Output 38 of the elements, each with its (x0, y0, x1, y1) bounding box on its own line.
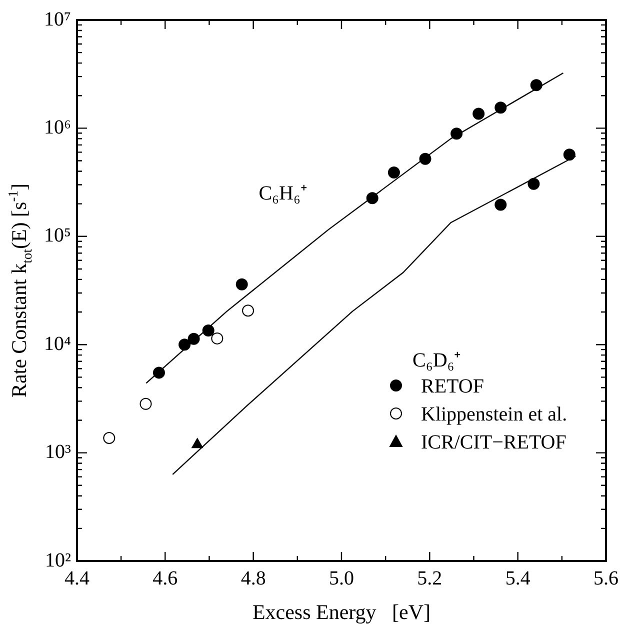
point (494, 102, 507, 114)
legend-label: RETOF (421, 376, 484, 398)
x-tick-label: 4.6 (152, 567, 178, 590)
point (388, 166, 400, 178)
y-tick-label: 10⁶ (44, 116, 71, 138)
point (366, 192, 378, 204)
point (152, 366, 165, 379)
point (528, 178, 540, 190)
point (242, 304, 254, 317)
point (188, 332, 200, 345)
point (450, 128, 463, 140)
x-tick-label: 5.2 (417, 567, 442, 590)
y-tick-label: 10⁴ (44, 332, 71, 355)
x-tick-label: 4.8 (240, 567, 266, 590)
point (236, 278, 248, 290)
point (472, 108, 485, 120)
point (494, 198, 507, 211)
point (211, 332, 224, 344)
legend-label: ICR/CIT−RETOF (421, 432, 566, 454)
y-tick-label: 10⁵ (44, 224, 71, 247)
x-tick-label: 5.4 (505, 567, 530, 590)
point (419, 152, 432, 165)
point (563, 148, 576, 161)
point (178, 338, 191, 351)
point (202, 324, 214, 336)
y-tick-label: 10⁷ (44, 8, 71, 30)
x-tick-label: 5.0 (328, 567, 354, 590)
y-tick-label: 10³ (44, 441, 71, 464)
annotation: C₆D₆⁺ (412, 349, 462, 372)
point (192, 438, 204, 448)
point (103, 432, 116, 444)
point (140, 398, 152, 410)
annotation: C₆H₆⁺ (258, 182, 308, 204)
x-tick-label: 5.6 (594, 567, 618, 590)
y-axis-title: Rate Constant ktot(E) [s-1] (6, 183, 34, 398)
point (530, 79, 542, 92)
x-axis-title: Excess Energy [eV] (252, 600, 431, 624)
legend-label: Klippenstein et al. (421, 404, 568, 426)
